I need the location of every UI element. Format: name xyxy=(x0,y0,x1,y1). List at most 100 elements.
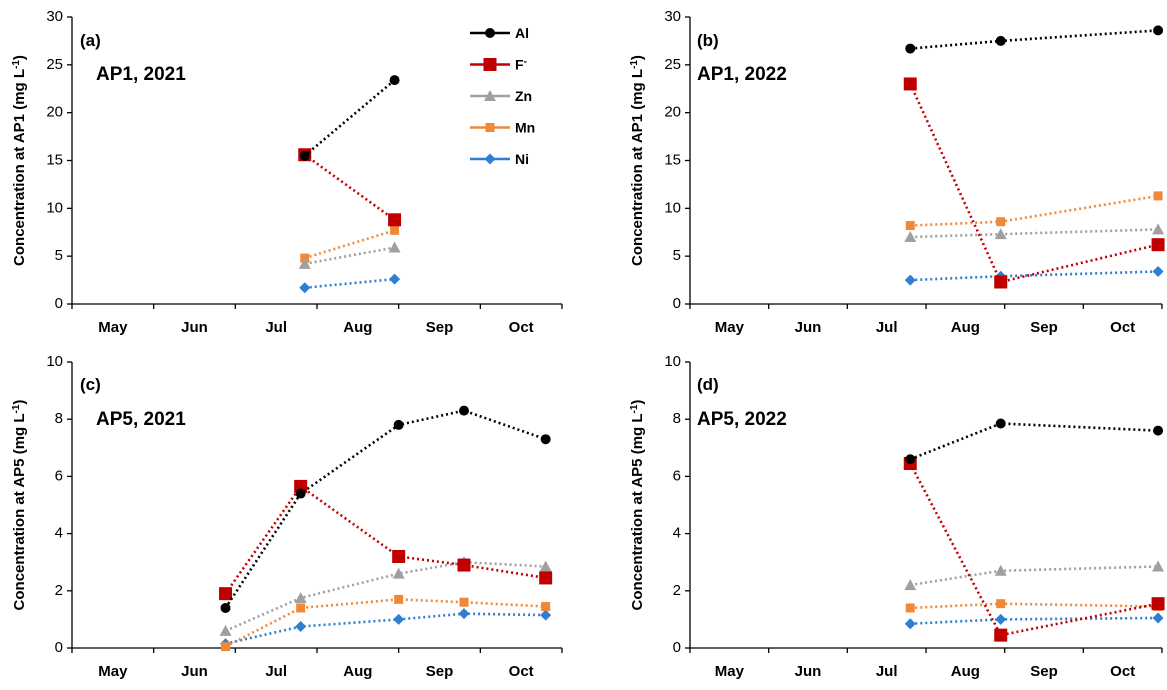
series-f-point xyxy=(994,275,1008,289)
legend-label: Zn xyxy=(515,88,532,104)
series-mn-point xyxy=(905,221,915,231)
series-f-point xyxy=(392,549,406,563)
series-zn-point xyxy=(392,567,405,579)
x-tick-label: Sep xyxy=(426,319,454,336)
series-zn-line xyxy=(910,565,1159,587)
series-mn-line xyxy=(224,598,546,648)
x-tick-label: May xyxy=(98,319,128,336)
x-tick-label: May xyxy=(98,663,128,680)
y-tick-label: 8 xyxy=(55,410,63,427)
series-zn-point xyxy=(298,257,311,269)
series-mn-line xyxy=(910,602,1159,610)
series-zn-point xyxy=(994,228,1007,240)
series-al-point xyxy=(220,602,231,613)
x-tick-label: Oct xyxy=(509,663,534,680)
y-tick-label: 15 xyxy=(46,151,63,168)
series-ni-point xyxy=(1152,612,1164,624)
legend-ni-point xyxy=(484,153,496,165)
series-mn-point xyxy=(390,225,400,235)
legend-mn-point xyxy=(485,123,495,132)
series-ni-point xyxy=(904,274,916,286)
legend-label: Ni xyxy=(515,151,529,167)
x-tick-label: Jun xyxy=(795,319,822,336)
series-zn-point xyxy=(388,241,401,253)
y-tick-label: 6 xyxy=(673,467,681,484)
series-mn-point xyxy=(541,602,551,612)
series-zn xyxy=(904,223,1165,243)
series-f-point xyxy=(1151,238,1165,252)
y-tick-label: 4 xyxy=(673,525,681,542)
y-axis-label: Concentration at AP1 (mg L-1) xyxy=(11,55,29,266)
y-tick-label: 20 xyxy=(46,104,63,121)
series-al-point xyxy=(389,75,400,86)
series-ni xyxy=(904,612,1164,630)
series-al-point xyxy=(393,419,404,430)
series-ni-point xyxy=(389,273,401,285)
x-tick-label: Jun xyxy=(181,663,208,680)
series-ni-point xyxy=(540,609,552,621)
panel-title: AP5, 2021 xyxy=(96,409,186,430)
panel-title: AP1, 2022 xyxy=(697,64,787,85)
y-tick-label: 0 xyxy=(673,639,681,656)
y-tick-label: 8 xyxy=(673,410,681,427)
series-al-point xyxy=(1153,25,1164,36)
series-mn-point xyxy=(1153,191,1163,201)
series-zn-line xyxy=(304,246,395,266)
series-al-point xyxy=(299,150,310,161)
series-al-point xyxy=(540,434,551,445)
panel-title: AP1, 2021 xyxy=(96,64,186,85)
series-f-point xyxy=(539,571,553,585)
series-f-point xyxy=(903,77,917,91)
legend: Al F- Zn Mn Ni xyxy=(470,25,535,167)
x-tick-label: Aug xyxy=(951,663,980,680)
x-tick-label: Jun xyxy=(181,319,208,336)
y-tick-label: 4 xyxy=(55,525,63,542)
series-al-point xyxy=(459,405,469,416)
series-al xyxy=(905,418,1164,465)
x-tick-label: Jul xyxy=(265,663,287,680)
y-tick-label: 0 xyxy=(55,295,63,312)
series-zn-point xyxy=(1152,560,1165,572)
series-zn-point xyxy=(904,231,917,243)
chart-panel-c: 0 2 4 6 8 10 May Jun Jul Aug Sep Oct Concentration a… xyxy=(11,353,563,680)
series-zn-point xyxy=(219,624,232,636)
series-al xyxy=(905,25,1164,54)
series-mn-point xyxy=(996,217,1006,227)
y-tick-label: 0 xyxy=(55,639,63,656)
x-tick-label: Sep xyxy=(1030,663,1058,680)
y-tick-label: 6 xyxy=(55,467,63,484)
legend-item-zn: Zn xyxy=(470,88,532,104)
series-f-point xyxy=(294,479,308,493)
series-zn-line xyxy=(225,560,546,633)
chart-panel-d: 0 2 4 6 8 10 May Jun Jul Aug Sep Oct Concentration a… xyxy=(629,353,1165,680)
chart-panel-b: 0 5 10 15 20 25 30 May Jun Jul Aug Sep Oct Concentrat… xyxy=(629,8,1165,336)
panel-label: (d) xyxy=(697,375,719,394)
y-axis-label: Concentration at AP5 (mg L-1) xyxy=(629,400,647,611)
chart-panel-a: 0 5 10 15 20 25 30 May Jun Jul Aug Sep Oct Concentrat… xyxy=(11,8,563,336)
series-mn-line xyxy=(910,194,1159,227)
y-tick-label: 10 xyxy=(46,353,63,370)
x-tick-label: Aug xyxy=(951,319,980,336)
panel-label: (a) xyxy=(80,31,101,50)
x-tick-label: Jul xyxy=(265,319,287,336)
series-al-point xyxy=(1153,425,1164,436)
series-f-point xyxy=(994,628,1008,642)
series-f-point xyxy=(1151,597,1165,611)
series-al-line xyxy=(910,29,1159,50)
series-al xyxy=(299,75,400,161)
legend-label: F- xyxy=(515,56,527,73)
series-zn xyxy=(219,556,552,636)
series-mn-point xyxy=(905,603,915,613)
series-f xyxy=(219,479,553,601)
y-tick-label: 15 xyxy=(664,151,681,168)
y-tick-label: 25 xyxy=(46,56,63,73)
y-axis-label: Concentration at AP1 (mg L-1) xyxy=(629,55,647,266)
y-tick-label: 20 xyxy=(664,104,681,121)
x-tick-label: Sep xyxy=(1030,319,1058,336)
legend-zn-point xyxy=(484,90,496,101)
y-tick-label: 2 xyxy=(673,582,681,599)
series-mn-point xyxy=(996,599,1006,609)
series-ni xyxy=(220,608,552,650)
legend-item-ni: Ni xyxy=(470,151,529,167)
